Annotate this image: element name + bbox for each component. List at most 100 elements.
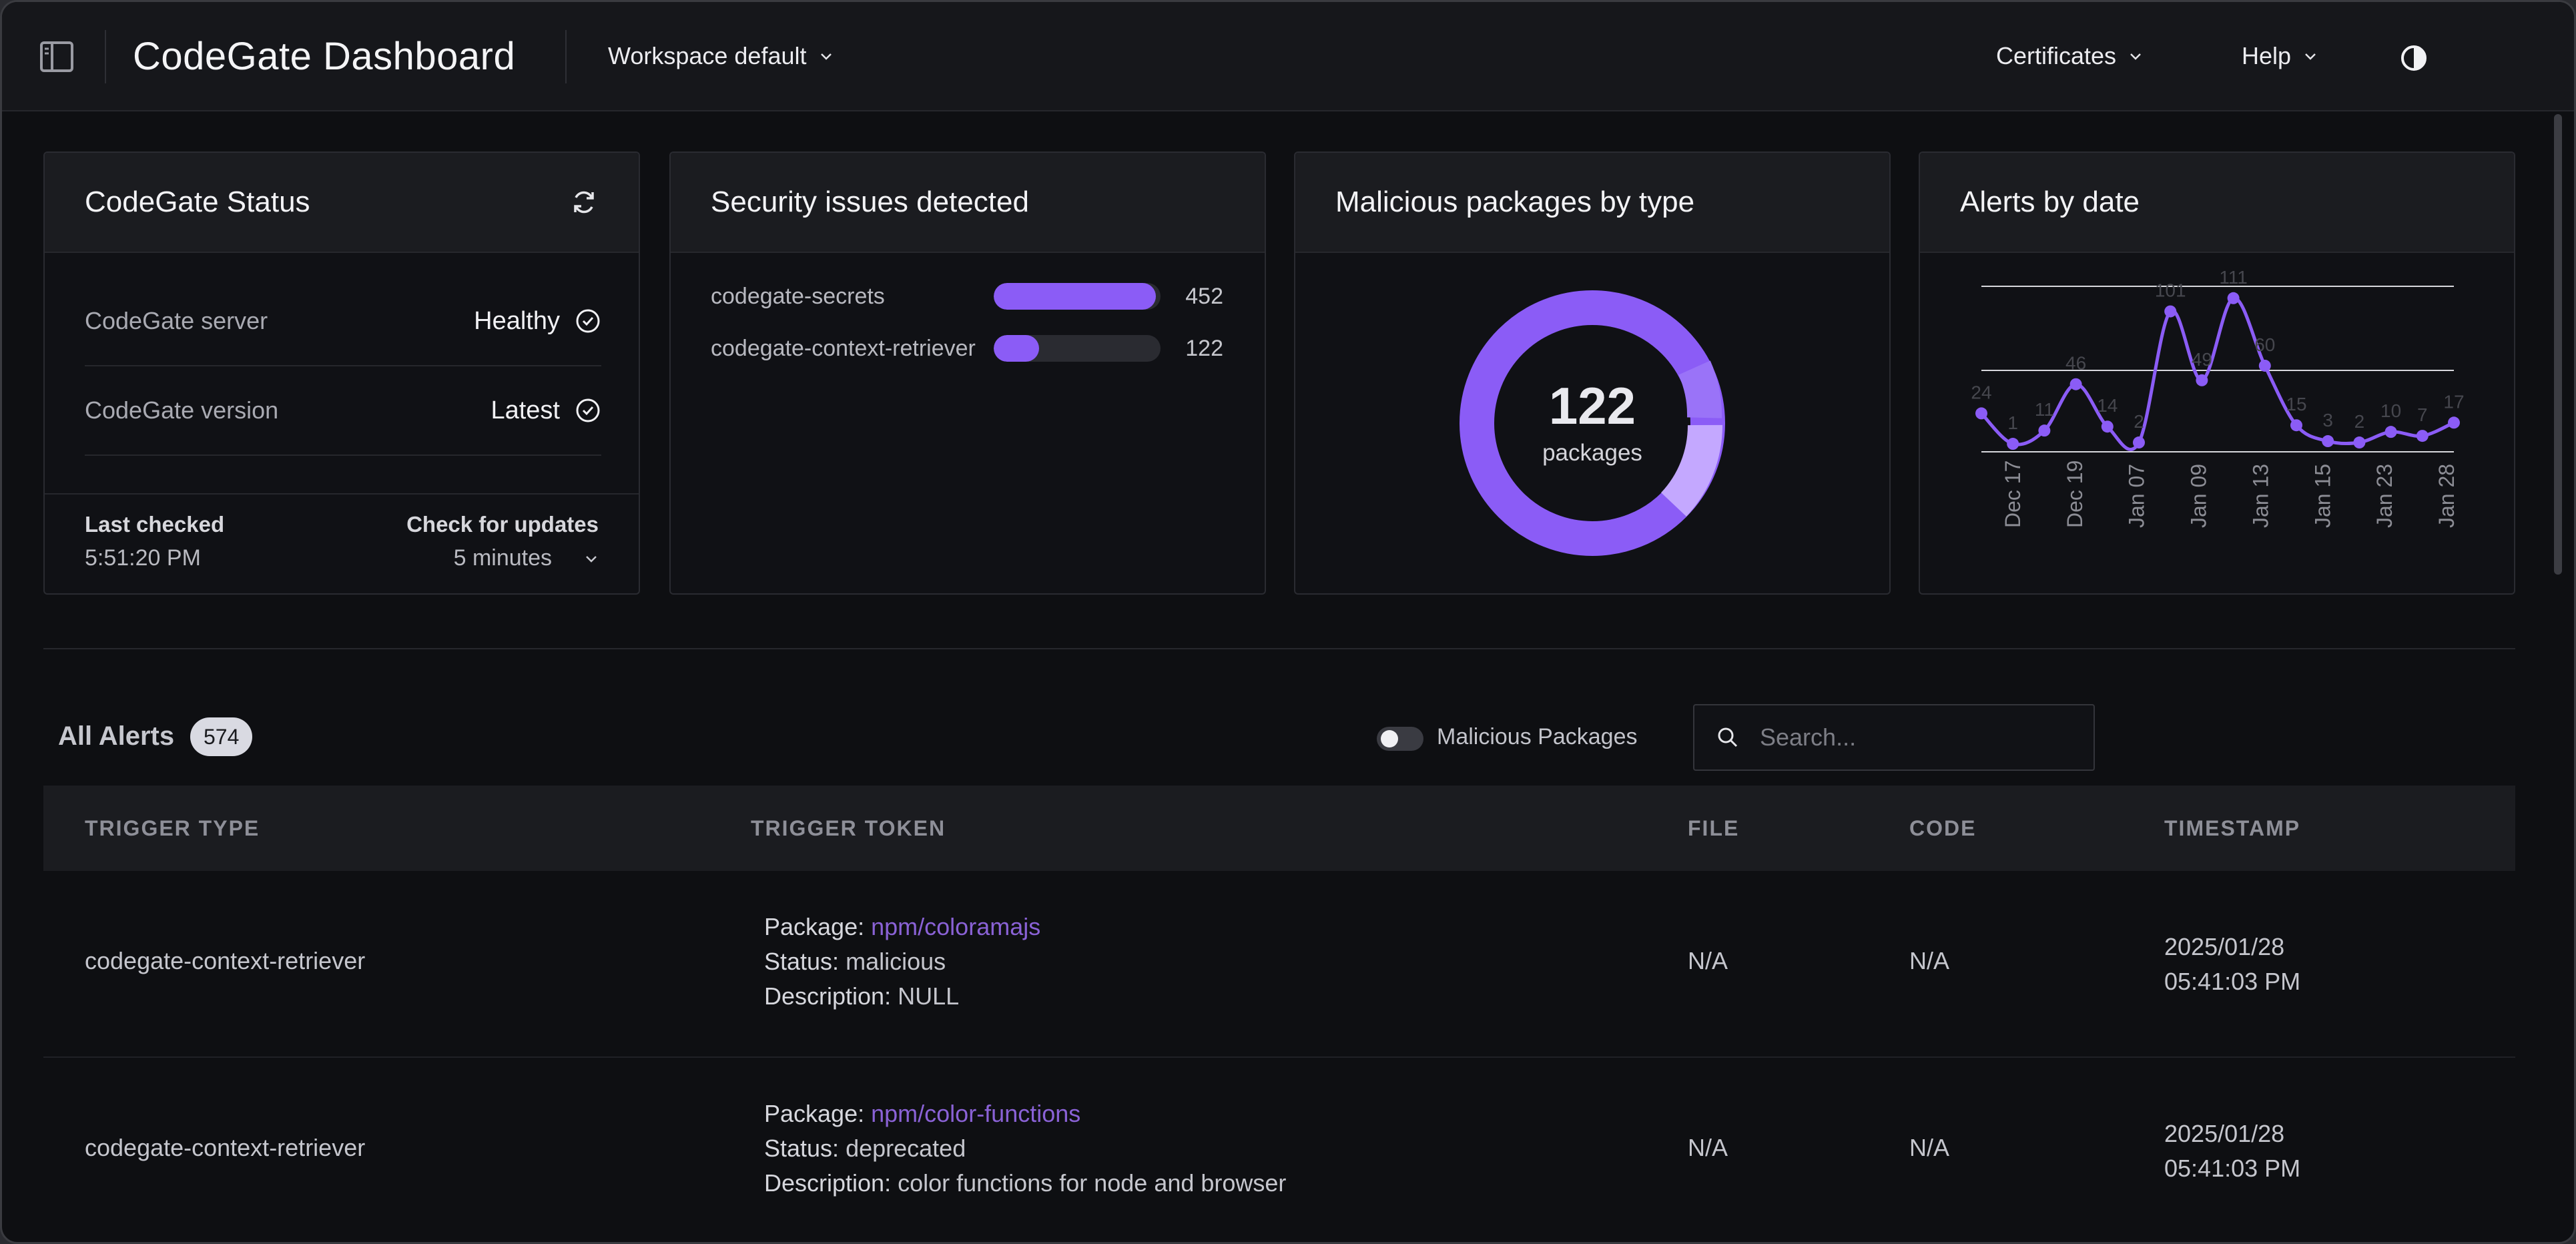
timestamp-date: 2025/01/28 <box>2164 933 2285 960</box>
app-title: CodeGate Dashboard <box>133 35 516 78</box>
status-line: Status: deprecated <box>764 1131 1286 1166</box>
chevron-down-icon <box>820 53 832 60</box>
package-link[interactable]: npm/coloramajs <box>871 913 1041 940</box>
card-title: Alerts by date <box>1960 186 2140 218</box>
server-status: Healthy <box>474 307 601 336</box>
card-title: CodeGate Status <box>85 186 310 218</box>
package-link[interactable]: npm/color-functions <box>871 1100 1081 1127</box>
card-header: Malicious packages by type <box>1295 153 1889 253</box>
package-line: Package: npm/coloramajs <box>764 910 1040 944</box>
vertical-scrollbar[interactable] <box>2554 114 2562 575</box>
chart-x-tick-label: Jan 07 <box>2125 464 2149 528</box>
column-header-trigger-token[interactable]: TRIGGER TOKEN <box>751 816 946 840</box>
workspace-label: Workspace default <box>608 42 807 69</box>
chart-point-label: 1 <box>2007 412 2018 433</box>
alerts-by-date-card: Alerts by date 24 1 11 46 14 2 101 49 111 60 15 3 2 1… <box>1919 151 2515 595</box>
last-checked: Last checked 5:51:20 PM <box>85 512 224 571</box>
chart-point <box>2448 416 2460 429</box>
donut-segment-secondary <box>1678 360 1722 418</box>
table-row[interactable]: codegate-context-retriever Package: npm/… <box>43 871 2515 1058</box>
chevron-down-icon <box>2130 53 2141 60</box>
packages-total-label: packages <box>1542 440 1642 466</box>
update-interval-select[interactable]: 5 minutes <box>406 545 599 571</box>
chart-x-tick-label: Jan 28 <box>2435 464 2459 528</box>
theme-toggle-icon[interactable] <box>2399 43 2429 73</box>
chart-point <box>2322 435 2334 448</box>
workspace-dropdown[interactable]: Workspace default <box>608 42 834 70</box>
timestamp-cell: 2025/01/28 05:41:03 PM <box>2164 930 2300 999</box>
status-key: Status: <box>764 1135 840 1162</box>
server-label: CodeGate server <box>85 307 268 334</box>
search-icon <box>1718 727 1738 747</box>
search-box <box>1693 704 2095 771</box>
chart-x-tick-label: Dec 19 <box>2063 460 2087 528</box>
issue-count: 452 <box>1185 283 1223 309</box>
description-value: color functions for node and browser <box>898 1169 1287 1197</box>
help-label: Help <box>2242 42 2292 69</box>
timestamp-date: 2025/01/28 <box>2164 1120 2285 1147</box>
status-value: deprecated <box>846 1135 966 1162</box>
toggle-knob <box>1381 730 1398 747</box>
chart-point-label: 17 <box>2443 391 2464 412</box>
issue-row-secrets: codegate-secrets 452 <box>711 280 1245 313</box>
all-alerts-title: All Alerts <box>58 721 175 751</box>
column-header-code[interactable]: CODE <box>1909 816 1977 840</box>
status-line: Status: malicious <box>764 944 1040 979</box>
status-value: malicious <box>846 948 946 975</box>
package-key: Package: <box>764 1100 865 1127</box>
trigger-token-cell: Package: npm/color-functions Status: dep… <box>764 1097 1286 1201</box>
update-interval-value: 5 minutes <box>453 545 552 571</box>
alerts-table-header: TRIGGER TYPE TRIGGER TOKEN FILE CODE TIM… <box>43 786 2515 871</box>
chart-point-label: 10 <box>2380 400 2401 421</box>
security-issues-card: Security issues detected codegate-secret… <box>669 151 1266 595</box>
chart-x-tick-label: Dec 17 <box>2001 460 2025 528</box>
chart-point <box>2227 292 2240 304</box>
column-header-timestamp[interactable]: TIMESTAMP <box>2164 816 2301 840</box>
certificates-dropdown[interactable]: Certificates <box>1996 42 2143 70</box>
chart-x-tick-label: Jan 13 <box>2248 464 2272 528</box>
column-header-trigger-type[interactable]: TRIGGER TYPE <box>85 816 260 840</box>
check-updates: Check for updates 5 minutes <box>406 512 599 571</box>
donut-segment-light <box>1660 424 1723 517</box>
issue-name: codegate-context-retriever <box>711 335 976 361</box>
chart-point-label: 15 <box>2286 394 2306 414</box>
issue-bar-track <box>994 335 1161 362</box>
chart-point-label: 2 <box>2354 411 2365 432</box>
alerts-count-badge: 574 <box>190 717 253 756</box>
chart-point-label: 14 <box>2097 395 2118 416</box>
column-header-file[interactable]: FILE <box>1688 816 1740 840</box>
chart-x-tick-label: Jan 09 <box>2187 464 2211 528</box>
sidebar-toggle-icon[interactable] <box>39 39 74 74</box>
timestamp-cell: 2025/01/28 05:41:03 PM <box>2164 1117 2300 1186</box>
package-line: Package: npm/color-functions <box>764 1097 1286 1131</box>
table-row[interactable]: codegate-context-retriever Package: npm/… <box>43 1058 2515 1242</box>
chart-point-label: 46 <box>2065 353 2086 374</box>
issue-row-context-retriever: codegate-context-retriever 122 <box>711 332 1245 365</box>
header-divider <box>105 30 106 83</box>
chart-point-label: 49 <box>2192 349 2212 370</box>
packages-donut-chart: 122 packages <box>1456 286 1729 560</box>
chart-point <box>2196 374 2208 386</box>
malicious-packages-toggle[interactable] <box>1377 727 1423 751</box>
description-line: Description: color functions for node an… <box>764 1166 1286 1201</box>
help-dropdown[interactable]: Help <box>2242 42 2318 70</box>
status-footer: Last checked 5:51:20 PM Check for update… <box>45 493 639 593</box>
donut-center: 122 packages <box>1456 286 1729 560</box>
chart-point-label: 24 <box>1971 382 1991 402</box>
search-input[interactable] <box>1760 723 2080 751</box>
chart-series-line <box>1980 296 2455 451</box>
chart-point-label: 111 <box>2219 267 2248 288</box>
package-key: Package: <box>764 913 865 940</box>
refresh-icon[interactable] <box>569 188 599 217</box>
version-value: Latest <box>491 396 560 424</box>
version-label: CodeGate version <box>85 396 279 424</box>
trigger-type-cell: codegate-context-retriever <box>85 947 366 974</box>
chart-point <box>1975 407 1987 420</box>
chart-point-label: 11 <box>2035 399 2054 420</box>
chart-point <box>2353 436 2366 449</box>
issue-bar-track <box>994 283 1161 310</box>
chart-point-label: 7 <box>2417 404 2428 425</box>
malicious-packages-card: Malicious packages by type 122 packages <box>1294 151 1891 595</box>
code-cell: N/A <box>1909 1134 1950 1161</box>
